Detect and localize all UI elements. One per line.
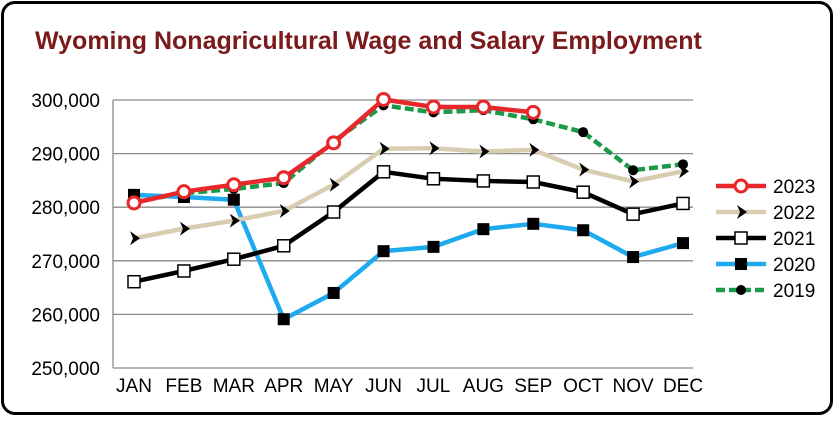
series-2020 <box>128 188 689 326</box>
data-point <box>525 104 541 120</box>
data-point <box>326 135 342 151</box>
data-point <box>736 285 746 295</box>
x-tick-label: FEB <box>165 376 202 397</box>
y-tick-label: 250,000 <box>31 359 100 380</box>
data-point <box>426 172 441 186</box>
data-point <box>277 313 290 326</box>
data-point <box>127 274 141 289</box>
data-point <box>527 217 540 230</box>
data-point <box>576 185 590 199</box>
data-point <box>126 195 142 211</box>
legend-item-2021: 2021 <box>716 229 815 250</box>
data-point <box>276 170 292 186</box>
data-point <box>677 237 689 250</box>
x-tick-label: APR <box>264 376 303 397</box>
series-line <box>133 169 684 284</box>
y-tick-label: 290,000 <box>31 145 100 166</box>
chart-frame <box>1 1 833 415</box>
data-point <box>376 165 391 179</box>
data-point <box>629 174 640 189</box>
y-tick-label: 300,000 <box>31 91 100 112</box>
data-point <box>475 99 491 115</box>
data-point <box>130 231 140 246</box>
data-point <box>479 144 490 159</box>
x-tick-label: MAR <box>213 376 255 397</box>
data-point <box>476 174 491 188</box>
data-point <box>626 207 640 221</box>
data-point <box>229 213 240 228</box>
data-point <box>679 164 689 179</box>
x-tick-label: NOV <box>612 376 654 397</box>
x-tick-label: JUN <box>365 376 402 397</box>
data-point <box>227 252 241 266</box>
data-point <box>734 231 748 245</box>
legend-item-2020: 2020 <box>716 255 815 276</box>
x-tick-label: AUG <box>463 376 504 397</box>
legend-label: 2020 <box>773 255 815 276</box>
data-point <box>579 162 590 177</box>
series-2021 <box>127 165 690 289</box>
legend-label: 2019 <box>773 281 815 302</box>
legend-label: 2023 <box>773 177 815 198</box>
data-point <box>737 205 747 219</box>
data-point <box>327 286 340 299</box>
data-point <box>735 258 747 270</box>
plot-area <box>126 91 690 326</box>
data-point <box>628 165 639 176</box>
data-point <box>227 193 240 206</box>
data-point <box>329 177 340 192</box>
y-tick-label: 270,000 <box>31 252 100 273</box>
data-point <box>577 224 590 237</box>
x-tick-label: OCT <box>563 376 604 397</box>
data-point <box>578 127 589 138</box>
data-point <box>226 177 242 193</box>
series-line <box>133 145 684 241</box>
data-point <box>526 175 541 189</box>
x-tick-label: MAY <box>314 376 354 397</box>
data-point <box>377 245 390 258</box>
data-point <box>376 91 392 107</box>
data-point <box>429 141 440 156</box>
legend-label: 2022 <box>773 203 815 224</box>
series-line <box>133 192 684 322</box>
data-point <box>176 184 192 200</box>
data-point <box>676 196 690 211</box>
data-point <box>427 240 440 253</box>
data-point <box>529 142 540 157</box>
data-point <box>379 141 390 156</box>
x-tick-label: DEC <box>663 376 703 397</box>
legend: 2023 2022 2021 2020 2019 <box>716 177 815 302</box>
data-point <box>276 239 291 253</box>
x-tick-label: SEP <box>514 376 552 397</box>
series-line <box>133 103 684 205</box>
legend-label: 2021 <box>773 229 815 250</box>
y-axis-ticks: 250,000 260,000 270,000 280,000 290,000 300,0… <box>31 91 100 380</box>
legend-item-2023: 2023 <box>716 177 815 198</box>
data-point <box>179 221 190 236</box>
data-point <box>627 251 640 264</box>
series-2022 <box>130 141 689 246</box>
data-point <box>477 223 490 236</box>
y-tick-label: 280,000 <box>31 198 100 219</box>
legend-item-2022: 2022 <box>716 203 815 224</box>
data-point <box>177 264 191 278</box>
data-point <box>279 203 290 218</box>
x-tick-label: JAN <box>116 376 152 397</box>
data-point <box>326 205 341 219</box>
x-axis-ticks: JAN FEB MAR APR MAY JUN JUL AUG SEP OCT NOV DEC <box>116 376 703 397</box>
data-point <box>733 178 749 194</box>
series-2023 <box>126 91 541 211</box>
legend-item-2019: 2019 <box>716 281 815 302</box>
data-point <box>425 99 441 115</box>
x-tick-label: JUL <box>417 376 451 397</box>
chart-title: Wyoming Nonagricultural Wage and Salary … <box>35 27 702 55</box>
y-tick-label: 260,000 <box>31 305 100 326</box>
grid <box>112 99 693 369</box>
